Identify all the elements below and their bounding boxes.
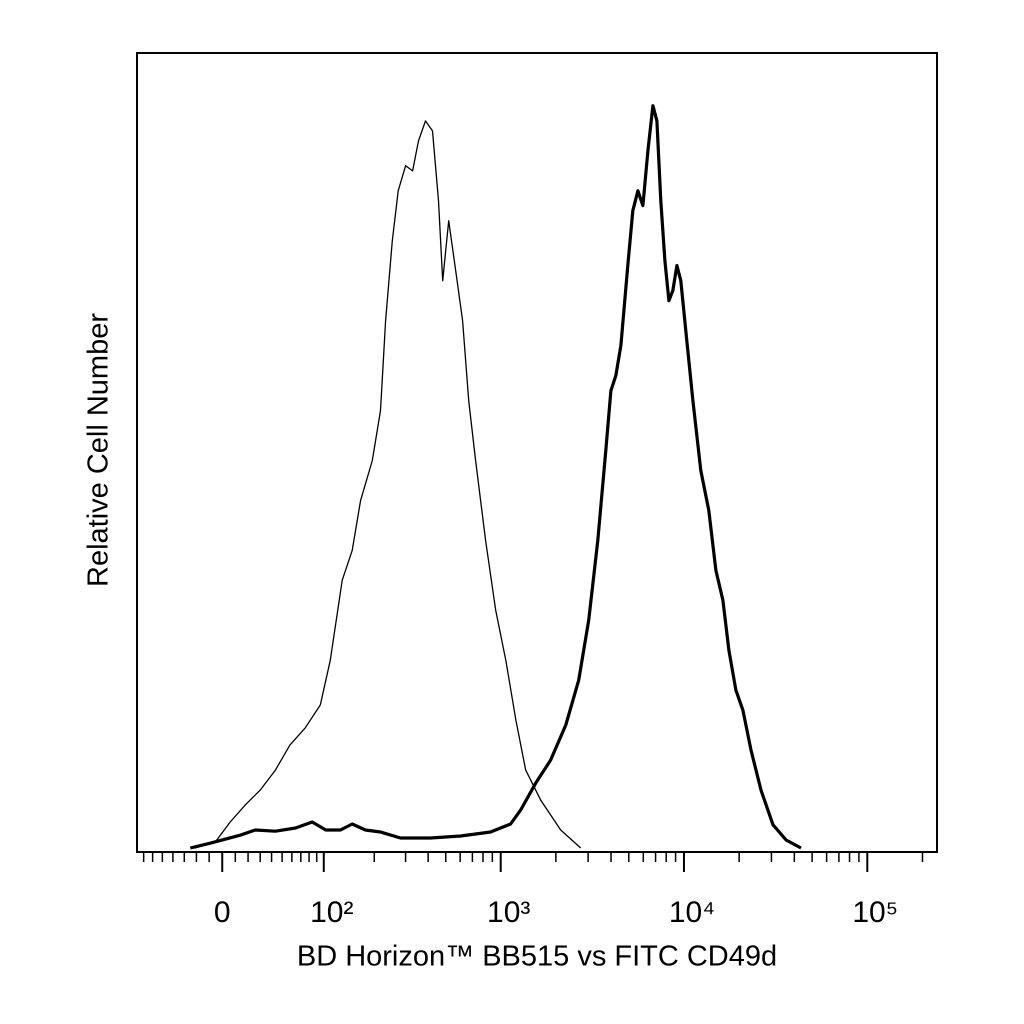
histogram-line: [195, 120, 582, 849]
x-tick-label: 10⁵: [852, 896, 898, 929]
x-tick-label: 10²: [310, 896, 353, 929]
x-axis-label: BD Horizon™ BB515 vs FITC CD49d: [297, 941, 777, 973]
plot-frame: [136, 52, 938, 853]
x-tick-label: 10³: [487, 896, 530, 929]
x-tick-label: 0: [214, 896, 231, 929]
x-tick-label: 10⁴: [669, 896, 715, 929]
histogram-line: [189, 104, 802, 850]
y-axis-label: Relative Cell Number: [83, 313, 115, 587]
